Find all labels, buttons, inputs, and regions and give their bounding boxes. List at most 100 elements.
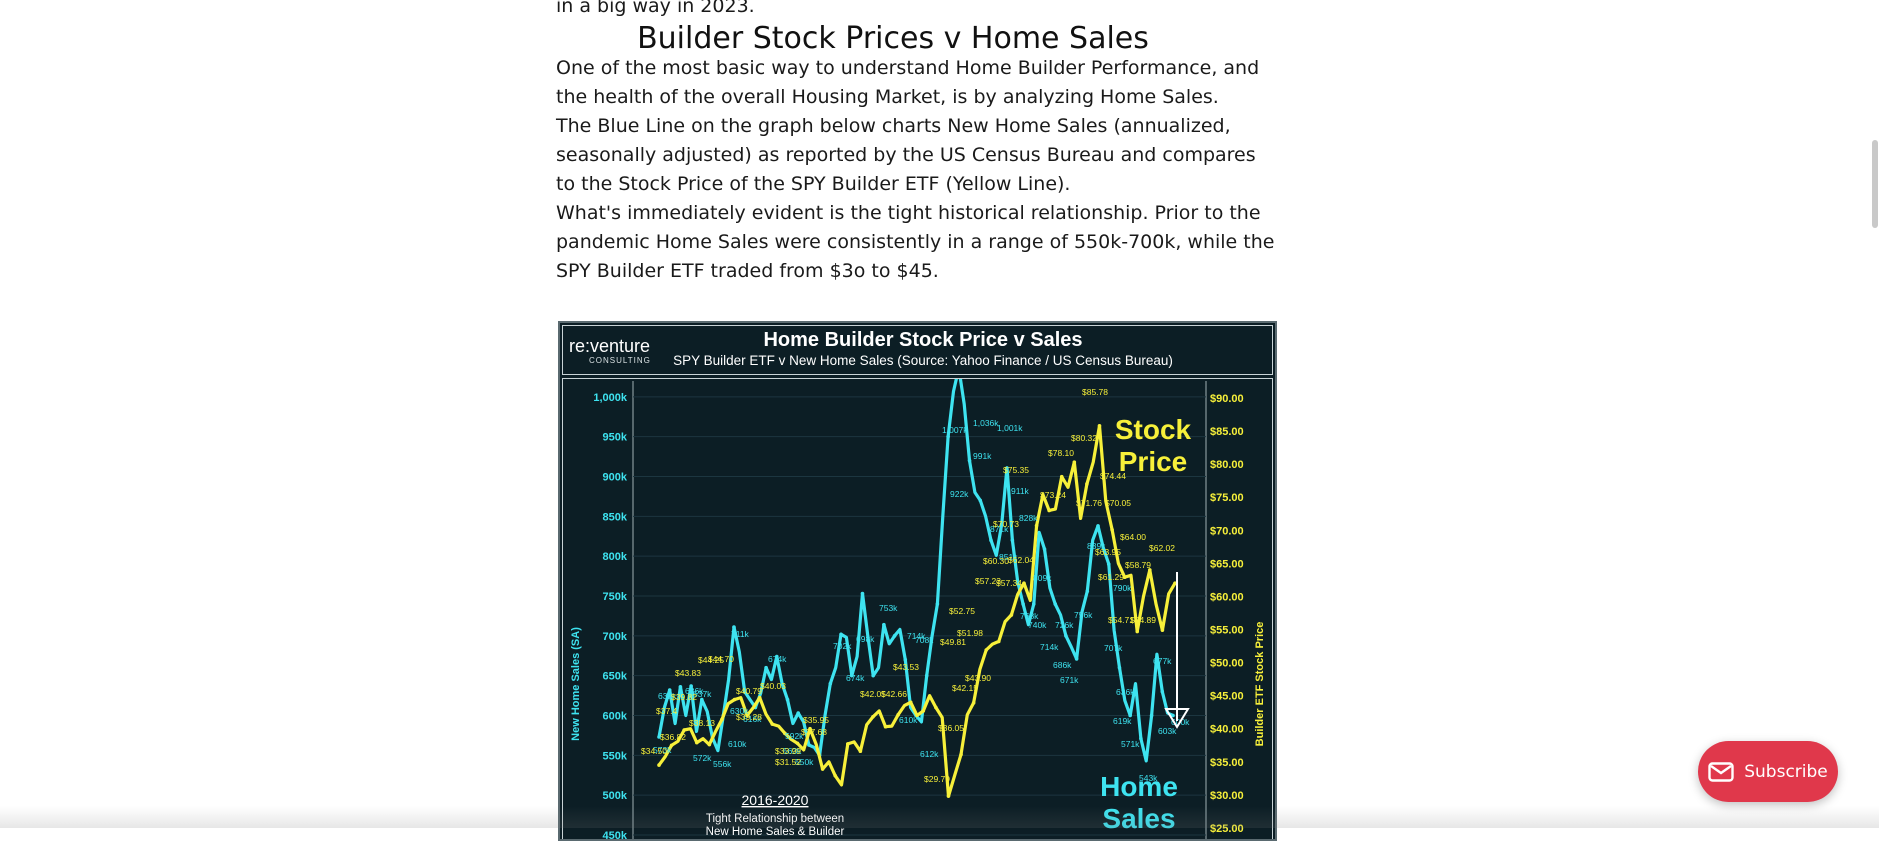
price-data-label: $85.78 bbox=[1082, 387, 1108, 397]
left-tick-label: 500k bbox=[603, 790, 628, 802]
line-chart: 1,050k1,000k950k900k850k800k750k700k650k… bbox=[570, 379, 1266, 839]
sales-point bbox=[935, 602, 940, 606]
price-data-label: $70.73 bbox=[993, 519, 1019, 529]
right-tick-label: $75.00 bbox=[1210, 492, 1244, 504]
price-point bbox=[896, 713, 900, 717]
sales-data-label: 610k bbox=[728, 739, 747, 749]
price-point bbox=[657, 763, 661, 767]
sales-point bbox=[1160, 689, 1165, 694]
sales-point bbox=[657, 735, 661, 739]
price-data-label: $31.52 bbox=[775, 757, 801, 767]
price-data-label: $62.04 bbox=[1008, 555, 1034, 565]
paragraph-blue-line: The Blue Line on the graph below charts … bbox=[556, 115, 1256, 195]
price-point bbox=[1148, 568, 1152, 572]
sales-data-label: 756k bbox=[1074, 610, 1093, 620]
price-point bbox=[908, 700, 913, 705]
price-point bbox=[732, 697, 737, 702]
sales-point bbox=[732, 625, 736, 629]
price-data-label: $71.76 bbox=[1076, 498, 1102, 508]
sales-point bbox=[742, 689, 747, 694]
left-tick-label: 550k bbox=[603, 750, 628, 762]
price-point bbox=[1110, 527, 1114, 532]
sales-point bbox=[1021, 602, 1025, 606]
sales-point bbox=[1106, 562, 1111, 566]
brand-logo: re:venture bbox=[569, 336, 651, 356]
left-tick-label: 800k bbox=[603, 551, 628, 563]
price-data-label: $57.34 bbox=[996, 578, 1022, 588]
home-sales-label-line1: Home bbox=[1100, 771, 1178, 802]
price-point bbox=[1059, 474, 1064, 479]
price-data-label: $43.90 bbox=[965, 673, 991, 683]
sales-point bbox=[1053, 602, 1058, 606]
sales-point bbox=[924, 673, 929, 678]
price-data-label: $70.05 bbox=[1105, 498, 1131, 508]
sales-data-label: 610k bbox=[899, 715, 918, 725]
sales-point bbox=[796, 711, 801, 715]
sales-data-label: 671k bbox=[1060, 675, 1079, 685]
price-data-label: $42.05 bbox=[860, 689, 886, 699]
sales-point bbox=[946, 434, 950, 439]
right-tick-label: $90.00 bbox=[1210, 393, 1244, 405]
price-point bbox=[1034, 523, 1039, 528]
price-data-label: $29.79 bbox=[924, 774, 950, 784]
price-data-label: $62.02 bbox=[1149, 543, 1175, 553]
left-tick-label: 900k bbox=[603, 472, 628, 484]
price-point bbox=[871, 715, 875, 719]
price-point bbox=[845, 742, 850, 746]
price-data-label: $75.35 bbox=[1003, 465, 1029, 475]
sales-data-label: 674k bbox=[768, 654, 787, 664]
sales-point bbox=[903, 657, 908, 662]
right-tick-label: $50.00 bbox=[1210, 658, 1244, 670]
stock-price-label-line2: Price bbox=[1119, 446, 1188, 477]
sales-data-label: 592k bbox=[785, 731, 804, 741]
sales-point bbox=[989, 538, 993, 543]
price-point bbox=[1072, 460, 1077, 464]
price-point bbox=[833, 773, 837, 778]
price-data-label: $60.30 bbox=[983, 556, 1009, 566]
price-data-label: $44.70 bbox=[708, 654, 734, 664]
sales-data-label: 632k bbox=[658, 691, 677, 701]
paragraph-relationship: What's immediately evident is the tight … bbox=[556, 202, 1275, 282]
period-label: 2016-2020 bbox=[742, 792, 809, 808]
price-data-label: $43.53 bbox=[893, 662, 919, 672]
sales-point bbox=[667, 688, 672, 692]
sales-data-label: 556k bbox=[713, 759, 732, 769]
price-data-label: $74.44 bbox=[1100, 471, 1126, 481]
price-point bbox=[682, 728, 686, 732]
price-point bbox=[820, 767, 825, 771]
sales-point bbox=[871, 673, 875, 678]
price-data-label: $43.83 bbox=[675, 668, 701, 678]
right-tick-label: $70.00 bbox=[1210, 525, 1244, 537]
price-data-label: $63.95 bbox=[1095, 547, 1121, 557]
sales-point bbox=[839, 632, 843, 637]
price-data-label: $51.98 bbox=[957, 628, 983, 638]
price-point bbox=[745, 713, 749, 718]
price-data-label: $64.00 bbox=[1120, 532, 1146, 542]
price-data-label: $39.82 bbox=[671, 692, 697, 702]
sales-point bbox=[785, 697, 790, 702]
sales-data-label: 572k bbox=[693, 753, 712, 763]
sales-data-label: 871k bbox=[990, 524, 1009, 534]
sales-point bbox=[1010, 538, 1015, 543]
price-point bbox=[757, 695, 762, 700]
sales-data-label: 753k bbox=[879, 603, 898, 613]
sales-data-label: 1,036k bbox=[973, 418, 999, 428]
price-series-line bbox=[657, 424, 1177, 798]
subscribe-button[interactable]: Subscribe bbox=[1698, 741, 1838, 802]
sales-point bbox=[1064, 634, 1068, 638]
scrollbar-thumb[interactable] bbox=[1872, 140, 1878, 228]
price-point bbox=[1097, 423, 1102, 428]
price-point bbox=[1160, 628, 1165, 632]
sales-point bbox=[764, 665, 768, 670]
sales-data-label: 714k bbox=[1040, 642, 1059, 652]
stock-price-label-line1: Stock bbox=[1115, 414, 1192, 445]
sales-point bbox=[678, 685, 683, 689]
price-data-label: $78.10 bbox=[1048, 448, 1074, 458]
sales-point bbox=[999, 522, 1004, 527]
left-tick-label: 1,000k bbox=[593, 392, 628, 404]
price-point bbox=[694, 740, 699, 745]
sales-data-label: 550k bbox=[795, 757, 814, 767]
right-tick-label: $85.00 bbox=[1210, 426, 1244, 438]
price-data-label: $40.03 bbox=[760, 681, 786, 691]
price-data-label: $49.81 bbox=[940, 637, 966, 647]
